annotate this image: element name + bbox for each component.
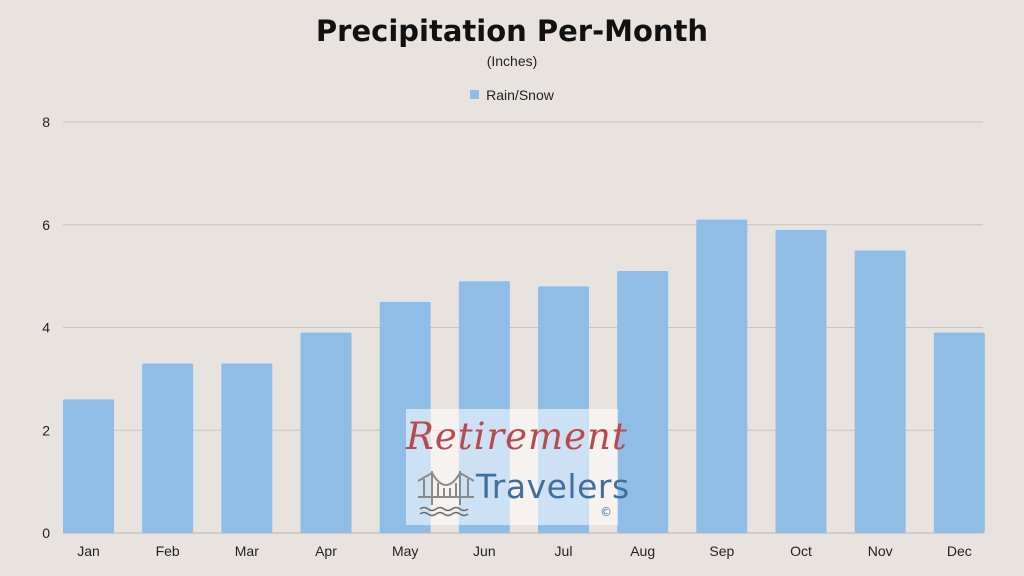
watermark-logo: Retirement Travelers © — [406, 409, 629, 525]
x-tick-label: Aug — [630, 543, 655, 559]
legend: Rain/Snow — [0, 87, 1024, 103]
bar-sep — [696, 219, 748, 534]
x-tick-label: Dec — [947, 543, 972, 559]
bar-oct — [775, 229, 827, 533]
bar-dec — [933, 332, 985, 533]
bridge-icon — [418, 471, 474, 517]
y-tick-label: 4 — [42, 320, 50, 336]
watermark-text-retirement: Retirement — [406, 415, 628, 458]
chart-subtitle: (Inches) — [486, 53, 538, 69]
x-tick-label: Feb — [156, 543, 180, 559]
x-tick-label: Jul — [555, 543, 573, 559]
x-tick-label: Apr — [315, 543, 337, 559]
x-tick-label: Mar — [235, 543, 259, 559]
x-tick-label: Jun — [473, 543, 496, 559]
x-tick-label: Sep — [709, 543, 734, 559]
x-tick-label: Nov — [868, 543, 893, 559]
x-tick-label: Oct — [790, 543, 812, 559]
legend-label: Rain/Snow — [486, 87, 554, 103]
chart-title: Precipitation Per-Month — [315, 14, 709, 48]
legend-swatch — [470, 90, 480, 99]
y-tick-label: 8 — [42, 114, 50, 130]
y-tick-label: 2 — [42, 422, 50, 438]
x-tick-label: May — [392, 543, 418, 559]
bar-nov — [854, 250, 906, 533]
x-tick-label: Jan — [77, 543, 100, 559]
bar-jan — [63, 399, 114, 533]
y-tick-label: 0 — [42, 525, 50, 541]
y-tick-label: 6 — [42, 217, 50, 233]
bar-mar — [221, 363, 273, 533]
watermark-text-travelers: Travelers — [476, 467, 630, 506]
bar-feb — [142, 363, 194, 533]
copyright-mark: © — [600, 505, 612, 519]
bar-aug — [617, 270, 669, 533]
bar-apr — [300, 332, 352, 533]
